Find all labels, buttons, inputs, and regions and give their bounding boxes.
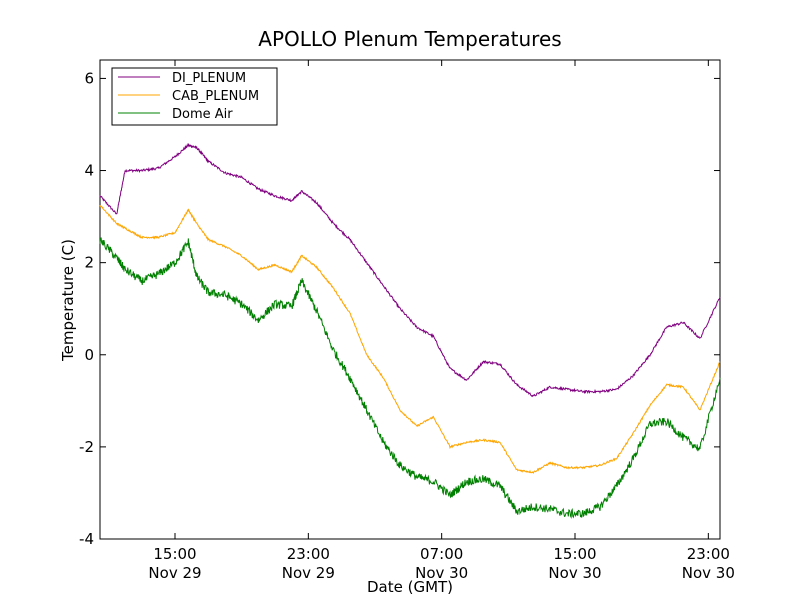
y-tick-label: -2 xyxy=(79,438,94,456)
y-tick-label: 6 xyxy=(84,69,94,87)
legend-label: CAB_PLENUM xyxy=(172,89,259,104)
x-axis-label: Date (GMT) xyxy=(367,578,453,596)
x-tick-label-date: Nov 29 xyxy=(148,564,201,582)
series-group xyxy=(99,142,721,519)
series-line-dome-air xyxy=(99,237,721,519)
y-axis-label: Temperature (C) xyxy=(59,239,77,362)
x-tick-label-time: 15:00 xyxy=(553,545,596,563)
legend-label: DI_PLENUM xyxy=(172,71,246,86)
y-tick-label: 2 xyxy=(84,254,94,272)
y-tick-label: 4 xyxy=(84,162,94,180)
x-tick-label-time: 15:00 xyxy=(153,545,196,563)
chart-title: APOLLO Plenum Temperatures xyxy=(258,27,561,51)
plot-frame xyxy=(99,59,721,540)
legend-label: Dome Air xyxy=(172,107,233,122)
x-tick-label-time: 07:00 xyxy=(420,545,463,563)
x-tick-label-date: Nov 30 xyxy=(415,564,468,582)
series-line-cab-plenum xyxy=(99,205,721,475)
y-tick-label: -4 xyxy=(79,530,94,548)
x-tick-label-date: Nov 30 xyxy=(682,564,735,582)
series-line-di-plenum xyxy=(99,142,721,398)
x-tick-label-time: 23:00 xyxy=(687,545,730,563)
legend: DI_PLENUM CAB_PLENUM Dome Air xyxy=(111,67,278,126)
x-tick-label-date: Nov 30 xyxy=(548,564,601,582)
x-tick-label-date: Nov 29 xyxy=(282,564,335,582)
x-tick-label-time: 23:00 xyxy=(287,545,330,563)
y-tick-label: 0 xyxy=(84,346,94,364)
